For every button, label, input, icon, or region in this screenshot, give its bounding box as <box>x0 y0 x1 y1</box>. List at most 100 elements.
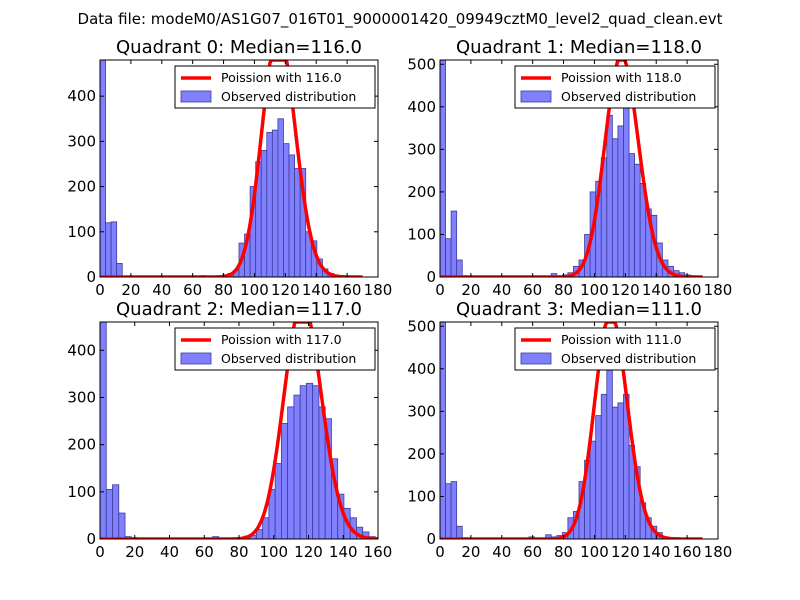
quadrant-2-panel: Quadrant 2: Median=117.0 0 20 40 60 80 100 120 1… <box>67 299 392 561</box>
quadrant-0-bar-17 <box>271 129 279 277</box>
quadrant-3-panel: Quadrant 3: Median=111.00 20 40 60 80 100 120 1… <box>407 299 732 561</box>
quadrant-2-ytick-label: 100 <box>67 483 96 501</box>
quadrant-3-xtick-label: 180 <box>704 543 733 561</box>
quadrant-2-bar-17 <box>306 382 314 539</box>
quadrant-0-xtick-label: 60 <box>183 281 202 299</box>
quadrant-3-ytick-label: 100 <box>407 487 436 505</box>
quadrant-2-bar-18 <box>312 385 320 539</box>
legend-line-label: Poission with 118.0 <box>561 70 682 85</box>
quadrant-2-bar-0 <box>100 322 107 539</box>
quadrant-3-ytick-label: 200 <box>407 445 436 463</box>
quadrant-1-panel: Quadrant 1: Median=118.00 20 40 60 80 100 120 1… <box>407 37 732 299</box>
quadrant-0-ytick-label: 300 <box>67 132 96 150</box>
quadrant-3-xtick-label: 0 <box>435 543 445 561</box>
legend-bar-label: Observed distribution <box>561 351 696 366</box>
quadrant-3-xtick-label: 20 <box>461 543 480 561</box>
quadrant-1-bar-2 <box>450 210 458 277</box>
quadrant-1-xtick-label: 40 <box>492 281 511 299</box>
quadrant-0-bar-3 <box>116 263 123 277</box>
quadrant-1-xtick-label: 20 <box>461 281 480 299</box>
quadrant-1-poisson-line <box>440 60 703 277</box>
legend-line-label: Poission with 111.0 <box>561 332 682 347</box>
quadrant-1-xtick-label: 60 <box>523 281 542 299</box>
quadrant-2-xtick-label: 60 <box>195 543 214 561</box>
quadrant-1-axes-frame <box>439 59 719 278</box>
quadrant-1-bar-17 <box>617 125 624 277</box>
quadrant-2-ytick-label: 300 <box>67 388 96 406</box>
quadrant-2-bar-15 <box>293 394 301 539</box>
quadrant-2-bar-2 <box>112 484 120 539</box>
quadrant-2-xtick-label: 0 <box>95 543 105 561</box>
quadrant-1-bar-1 <box>445 238 452 277</box>
quadrant-2-ytick-label: 0 <box>86 530 96 548</box>
quadrant-3-xtick-label: 160 <box>673 543 702 561</box>
quadrant-2-xtick-label: 40 <box>160 543 179 561</box>
quadrant-1-bar-0 <box>440 60 446 277</box>
quadrant-3-ytick-label: 500 <box>407 317 436 335</box>
quadrant-2-bar-10 <box>262 517 270 539</box>
figure-title: Data file: modeM0/AS1G07_016T01_90000014… <box>78 10 723 29</box>
quadrant-2-bar-14 <box>287 406 295 539</box>
legend-bar-swatch <box>520 352 552 365</box>
quadrant-3-bar-1 <box>445 483 452 539</box>
quadrant-1-ytick-label: 400 <box>407 98 436 116</box>
legend-bar-swatch <box>520 90 552 103</box>
quadrant-0-legend: Poission with 116.0 Observed distribution <box>174 65 376 109</box>
quadrant-0-xtick-label: 80 <box>214 281 233 299</box>
quadrant-0-poisson-line <box>100 60 363 277</box>
quadrant-1-ytick-label: 500 <box>407 55 436 73</box>
quadrant-3-title: Quadrant 3: Median=111.0 <box>456 299 702 320</box>
quadrant-3-poisson-line <box>440 322 703 539</box>
quadrant-3-bar-18 <box>606 368 613 539</box>
quadrant-3-bar-19 <box>611 406 619 539</box>
quadrant-3-xtick-label: 40 <box>492 543 511 561</box>
quadrant-0-bar-2 <box>110 221 118 277</box>
quadrant-2-bar-1 <box>105 489 113 539</box>
quadrant-0-bar-16 <box>266 131 273 277</box>
quadrant-1-title: Quadrant 1: Median=118.0 <box>456 37 702 58</box>
quadrant-1-ytick-label: 200 <box>407 183 436 201</box>
quadrant-1-xtick-label: 180 <box>704 281 733 299</box>
legend-bar-swatch <box>180 352 212 365</box>
quadrant-1-xtick-label: 80 <box>554 281 573 299</box>
quadrant-1-xtick-label: 160 <box>673 281 702 299</box>
quadrant-3-xtick-label: 100 <box>580 543 609 561</box>
quadrant-3-xtick-label: 80 <box>554 543 573 561</box>
quadrant-0-bar-21 <box>294 168 301 277</box>
quadrant-1-bar-18 <box>623 93 630 277</box>
quadrant-3-xtick-label: 60 <box>523 543 542 561</box>
quadrant-2-ytick-label: 400 <box>67 341 96 359</box>
quadrant-0-xtick-label: 160 <box>333 281 362 299</box>
legend-bar-label: Observed distribution <box>221 351 356 366</box>
quadrant-0-ytick-label: 400 <box>67 87 96 105</box>
legend-bar-label: Observed distribution <box>221 89 356 104</box>
quadrant-0-bar-18 <box>277 118 284 277</box>
quadrant-1-bar-19 <box>628 153 635 277</box>
quadrant-0-xtick-label: 20 <box>121 281 140 299</box>
quadrant-2-bar-12 <box>274 463 282 539</box>
quadrant-0-xtick-label: 100 <box>240 281 269 299</box>
quadrant-0-ytick-label: 200 <box>67 178 96 196</box>
quadrant-2-xtick-label: 80 <box>229 543 248 561</box>
quadrant-0-bar-15 <box>260 150 268 277</box>
quadrant-2-xtick-label: 140 <box>329 543 358 561</box>
quadrant-1-ytick-label: 0 <box>426 268 436 286</box>
quadrant-2-xtick-label: 160 <box>364 543 393 561</box>
quadrant-3-xtick-label: 120 <box>611 543 640 561</box>
quadrant-3-bar-17 <box>600 393 608 539</box>
quadrant-1-legend: Poission with 118.0 Observed distribution <box>514 65 716 109</box>
quadrant-1-bar-16 <box>611 138 619 277</box>
quadrant-0-bar-20 <box>288 154 296 277</box>
quadrant-2-title: Quadrant 2: Median=117.0 <box>116 299 362 320</box>
quadrant-0-xtick-label: 40 <box>152 281 171 299</box>
quadrant-3-ytick-label: 400 <box>407 360 436 378</box>
quadrant-0-panel: Quadrant 0: Median=116.00 20 40 60 80 100 120 1… <box>67 37 392 299</box>
quadrant-3-legend: Poission with 111.0 Observed distribution <box>514 327 716 371</box>
quadrant-2-xtick-label: 20 <box>125 543 144 561</box>
quadrant-0-ytick-label: 100 <box>67 223 96 241</box>
legend-bar-swatch <box>180 90 212 103</box>
quadrant-3-ytick-label: 0 <box>426 530 436 548</box>
quadrant-0-bar-22 <box>299 168 307 277</box>
quadrant-1-xtick-label: 0 <box>435 281 445 299</box>
quadrant-1-xtick-label: 140 <box>642 281 671 299</box>
